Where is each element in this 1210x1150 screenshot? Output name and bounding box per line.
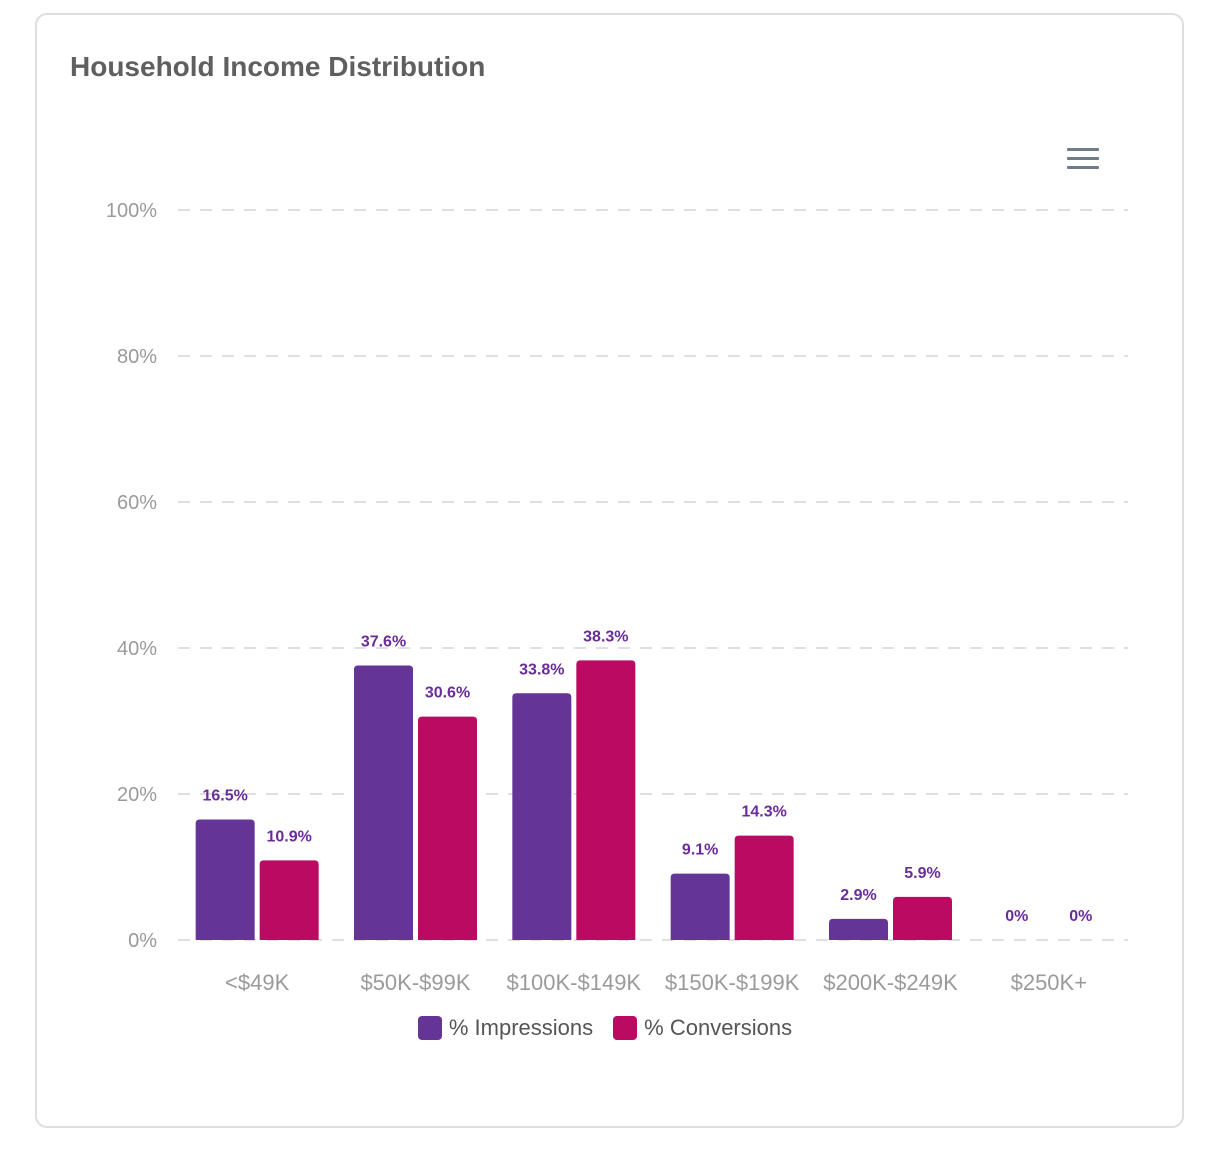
chart-title: Household Income Distribution — [70, 51, 486, 82]
bar — [829, 918, 888, 940]
bar — [354, 665, 413, 940]
legend-swatch — [613, 1016, 638, 1040]
bar — [418, 716, 477, 940]
bar — [195, 819, 255, 940]
data-label: 33.8% — [519, 661, 564, 678]
data-label: 38.3% — [583, 628, 628, 645]
legend-item[interactable]: % Impressions — [417, 1015, 594, 1041]
hamburger-menu-icon[interactable] — [1062, 146, 1100, 176]
x-tick-label: $250K+ — [1011, 970, 1087, 995]
data-label: 30.6% — [425, 685, 470, 702]
data-label: 0% — [1005, 908, 1028, 925]
data-label: 10.9% — [266, 828, 311, 845]
y-tick-label: 0% — [128, 930, 157, 952]
data-label: 37.6% — [361, 634, 406, 651]
bar — [893, 896, 952, 940]
legend-item[interactable]: % Conversions — [613, 1015, 792, 1041]
data-label: 9.1% — [682, 842, 718, 859]
bar — [670, 873, 730, 940]
data-label: 2.9% — [840, 887, 876, 904]
bar — [576, 660, 636, 940]
bar — [512, 693, 572, 940]
x-tick-label: $50K-$99K — [360, 970, 470, 995]
chart-legend: % Impressions % Conversions — [0, 1015, 1210, 1041]
y-tick-label: 40% — [117, 638, 157, 660]
x-tick-label: $100K-$149K — [507, 970, 642, 995]
x-tick-label: $150K-$199K — [665, 970, 800, 995]
data-label: 0% — [1069, 908, 1092, 925]
bar — [259, 860, 319, 940]
y-tick-label: 100% — [106, 200, 157, 222]
y-tick-label: 80% — [117, 346, 157, 368]
chart-card: Household Income Distribution — [35, 13, 1184, 1128]
legend-label: % Conversions — [644, 1015, 793, 1040]
x-tick-label: $200K-$249K — [823, 970, 958, 995]
y-tick-label: 20% — [117, 784, 157, 806]
legend-label: % Impressions — [448, 1015, 594, 1040]
bar — [734, 835, 794, 940]
data-label: 14.3% — [741, 804, 786, 821]
data-label: 5.9% — [904, 865, 940, 882]
data-label: 16.5% — [202, 788, 247, 805]
y-tick-label: 60% — [117, 492, 157, 514]
legend-swatch — [417, 1016, 442, 1040]
x-tick-label: <$49K — [225, 970, 290, 995]
